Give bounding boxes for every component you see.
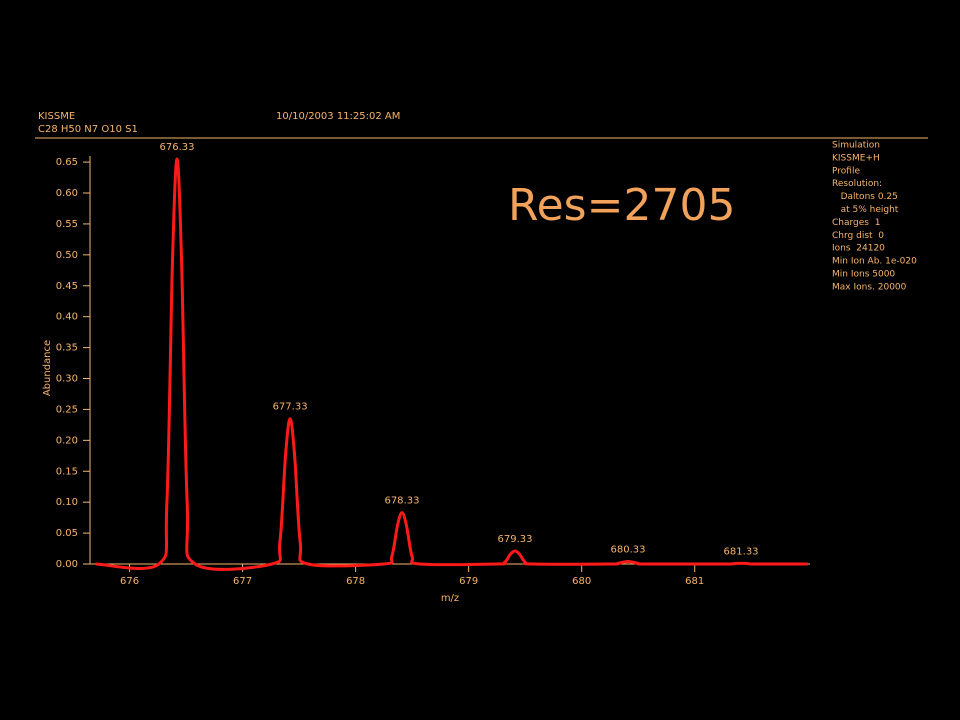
y-tick-label: 0.60 [56, 188, 78, 199]
info-line: Resolution: [832, 179, 882, 189]
info-line: at 5% height [832, 205, 899, 215]
x-tick-label: 676 [120, 576, 139, 587]
y-tick-label: 0.65 [56, 157, 78, 168]
y-tick-label: 0.05 [56, 528, 78, 539]
info-line: Simulation [832, 141, 880, 151]
info-line: Min Ion Ab. 1e-020 [832, 257, 917, 267]
x-tick-label: 679 [459, 576, 478, 587]
info-line: Profile [832, 166, 860, 176]
info-line: Daltons 0.25 [832, 192, 898, 202]
x-tick-label: 678 [346, 576, 365, 587]
y-tick-label: 0.10 [56, 497, 78, 508]
y-tick-label: 0.35 [56, 343, 78, 354]
y-tick-label: 0.20 [56, 435, 78, 446]
y-tick-label: 0.30 [56, 374, 78, 385]
peak-label: 678.33 [384, 496, 419, 507]
peak-label: 680.33 [611, 545, 646, 556]
y-tick-label: 0.15 [56, 466, 78, 477]
info-line: Charges 1 [832, 218, 880, 228]
x-tick-label: 681 [685, 576, 704, 587]
peak-label: 676.33 [160, 142, 195, 153]
resolution-annotation: Res=2705 [508, 180, 735, 231]
x-axis-label: m/z [441, 593, 459, 604]
x-tick-label: 677 [233, 576, 252, 587]
y-tick-label: 0.40 [56, 312, 78, 323]
info-line: Chrg dist 0 [832, 231, 884, 241]
y-tick-label: 0.50 [56, 250, 78, 261]
peak-label: 679.33 [497, 534, 532, 545]
info-line: Ions 24120 [832, 244, 885, 254]
peak-label: 677.33 [273, 402, 308, 413]
info-line: Max Ions. 20000 [832, 282, 907, 292]
y-tick-label: 0.25 [56, 404, 78, 415]
timestamp: 10/10/2003 11:25:02 AM [276, 111, 400, 122]
x-tick-label: 680 [572, 576, 591, 587]
formula: C28 H50 N7 O10 S1 [38, 124, 138, 135]
y-tick-label: 0.55 [56, 219, 78, 230]
peak-label: 681.33 [724, 546, 759, 557]
y-tick-label: 0.00 [56, 559, 78, 570]
spectrum-line [95, 157, 808, 571]
sample-name: KISSME [38, 111, 75, 122]
info-line: Min Ions 5000 [832, 270, 895, 280]
y-tick-label: 0.45 [56, 281, 78, 292]
y-axis-label: Abundance [42, 340, 53, 396]
info-line: KISSME+H [832, 153, 880, 163]
